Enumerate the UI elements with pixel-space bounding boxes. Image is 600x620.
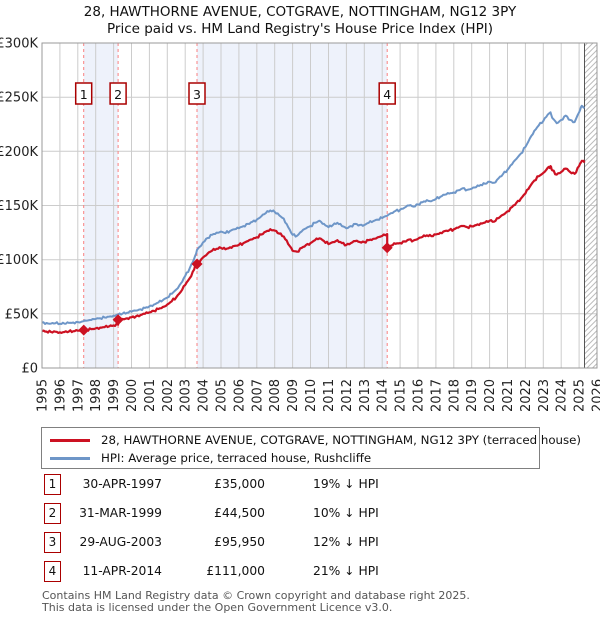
legend-row-property: 28, HAWTHORNE AVENUE, COTGRAVE, NOTTINGH… [42,431,581,449]
x-tick-2008: 2008 [268,379,283,412]
legend-row-hpi: HPI: Average price, terraced house, Rush… [42,449,539,467]
future-hatch [584,42,598,369]
chart-subtitle: Price paid vs. HM Land Registry's House … [107,21,493,37]
chart-badge-num-1: 1 [80,87,88,102]
legend-label-property: 28, HAWTHORNE AVENUE, COTGRAVE, NOTTINGH… [101,433,582,447]
x-tick-2000: 2000 [125,379,140,412]
x-tick-2005: 2005 [215,379,230,412]
x-tick-2011: 2011 [322,379,337,412]
x-tick-2017: 2017 [429,379,444,412]
x-tick-2022: 2022 [519,379,534,412]
sale-row-3: 3 29-AUG-2003 £95,950 12% ↓ HPI [0,532,600,553]
sale-marker-4 [381,242,393,254]
property-line-swatch [50,439,90,442]
sale-2-badge: 2 [44,503,61,524]
sale-row-1: 1 30-APR-1997 £35,000 19% ↓ HPI [0,474,600,495]
x-tick-2021: 2021 [501,379,516,412]
chart-badge-4 [378,82,396,105]
chart-badge-num-3: 3 [193,87,201,102]
sale-row-4: 4 11-APR-2014 £111,000 21% ↓ HPI [0,561,600,582]
plot-frame [41,42,598,369]
y-tick-£50K: £50K [5,307,39,322]
chart-title-address: 28, HAWTHORNE AVENUE, COTGRAVE, NOTTINGH… [83,4,517,20]
chart-legend: 28, HAWTHORNE AVENUE, COTGRAVE, NOTTINGH… [41,427,581,469]
x-tick-2019: 2019 [465,379,480,412]
hpi-line [41,104,585,326]
sale-3-date: 29-AUG-2003 [79,535,163,549]
x-tick-1998: 1998 [89,379,104,412]
x-tick-1997: 1997 [71,379,86,412]
sale-1-badge: 1 [44,474,61,495]
x-tick-2016: 2016 [412,379,427,412]
sale-marker-2 [112,314,124,326]
chart-badge-num-4: 4 [383,87,391,102]
sale-marker-3 [191,258,203,270]
chart-badge-3 [188,82,206,105]
sale-2-delta: 10% ↓ HPI [313,506,379,520]
sale-marker-1 [78,324,90,336]
x-tick-2025: 2025 [573,379,588,412]
sale-4-badge: 4 [44,561,61,582]
sale-2-price: £44,500 [214,506,265,520]
x-tick-2015: 2015 [394,379,409,412]
footer-licence: This data is licensed under the Open Gov… [42,601,393,614]
x-tick-1996: 1996 [53,379,68,412]
x-tick-2009: 2009 [286,379,301,412]
x-tick-2018: 2018 [447,379,462,412]
x-tick-2013: 2013 [358,379,373,412]
legend-label-hpi: HPI: Average price, terraced house, Rush… [101,451,372,465]
sale-2-date: 31-MAR-1999 [79,506,162,520]
sale-1-delta: 19% ↓ HPI [313,477,379,491]
x-tick-2020: 2020 [483,379,498,412]
x-tick-2004: 2004 [197,379,212,412]
sale-3-price: £95,950 [214,535,265,549]
sale-3-delta: 12% ↓ HPI [313,535,379,549]
x-tick-2012: 2012 [340,379,355,412]
x-tick-2024: 2024 [555,379,570,412]
chart-badge-num-2: 2 [114,87,122,102]
price-paid-line [41,159,586,334]
x-tick-2014: 2014 [376,379,391,412]
x-tick-2006: 2006 [232,379,247,412]
x-tick-1999: 1999 [107,379,122,412]
y-tick-£150K: £150K [0,199,38,214]
y-tick-£300K: £300K [0,37,38,52]
grid [41,42,598,369]
y-tick-£0: £0 [21,362,38,377]
sale-4-price: £111,000 [206,564,265,578]
sale-1-price: £35,000 [214,477,265,491]
y-tick-£100K: £100K [0,253,38,268]
x-tick-2026: 2026 [591,379,600,412]
x-tick-2001: 2001 [143,379,158,412]
x-tick-2003: 2003 [179,379,194,412]
sale-4-delta: 21% ↓ HPI [313,564,379,578]
chart-badge-1 [74,82,93,105]
x-tick-2002: 2002 [161,379,176,412]
sale-1-date: 30-APR-1997 [82,477,162,491]
hpi-line-swatch [50,457,90,460]
x-tick-2010: 2010 [304,379,319,412]
sale-3-badge: 3 [44,532,61,553]
sale-row-2: 2 31-MAR-1999 £44,500 10% ↓ HPI [0,503,600,524]
sale-4-date: 11-APR-2014 [82,564,162,578]
y-tick-£250K: £250K [0,91,38,106]
x-tick-2023: 2023 [537,379,552,412]
x-tick-1995: 1995 [36,379,51,412]
x-tick-2007: 2007 [250,379,265,412]
footer-copyright: Contains HM Land Registry data © Crown c… [42,589,470,602]
y-tick-£200K: £200K [0,145,38,160]
chart-badge-2 [109,82,127,105]
